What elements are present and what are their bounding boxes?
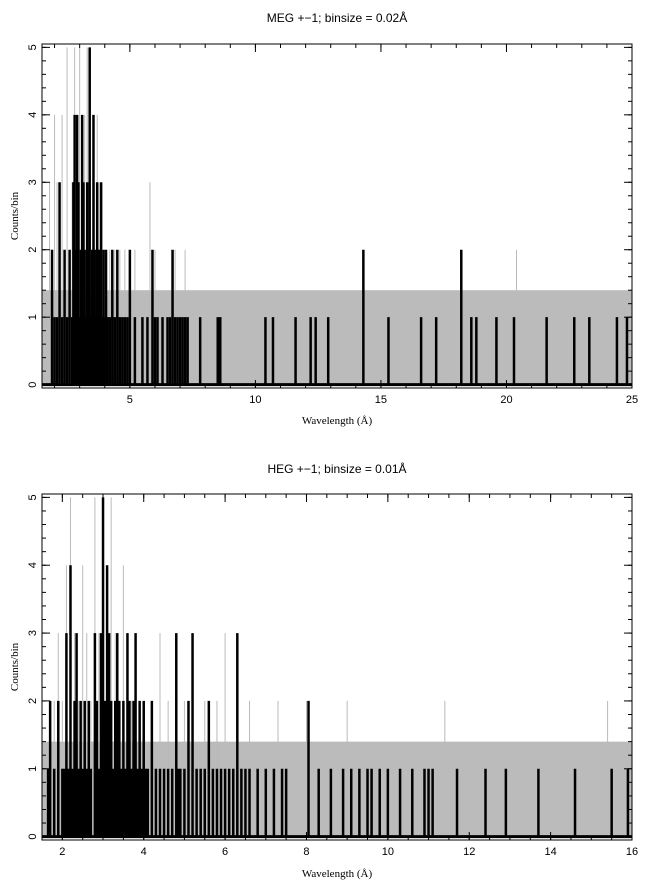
error-band xyxy=(42,290,632,385)
x-tick-label: 8 xyxy=(303,846,309,858)
y-tick-label: 1 xyxy=(27,314,39,320)
chart-panel-1: 5 10 15 20 25 0 1 2 3 4 5 MEG +−1; binsize = 0.02Å W… xyxy=(9,10,638,427)
y-tick-label: 3 xyxy=(27,630,39,636)
y-tick-label: 0 xyxy=(27,382,39,388)
x-tick-label: 15 xyxy=(375,394,387,406)
y-axis-label: Counts/bin xyxy=(9,191,21,240)
x-axis-label: Wavelength (Å) xyxy=(302,868,373,880)
x-tick-label: 16 xyxy=(626,846,638,858)
y-tick-label: 5 xyxy=(27,44,39,50)
x-tick-label: 10 xyxy=(382,846,394,858)
y-tick-label: 4 xyxy=(27,562,39,568)
y-tick-label: 5 xyxy=(27,494,39,500)
plot-frame xyxy=(41,493,633,841)
plot-frame xyxy=(41,43,633,389)
y-tick-label: 1 xyxy=(27,766,39,772)
x-tick-label: 25 xyxy=(626,394,638,406)
x-tick-label: 2 xyxy=(59,846,65,858)
chart-title: MEG +−1; binsize = 0.02Å xyxy=(267,10,407,25)
y-axis-label: Counts/bin xyxy=(9,642,21,691)
x-tick-label: 20 xyxy=(500,394,512,406)
y-tick-label: 0 xyxy=(27,834,39,840)
y-tick-label: 4 xyxy=(27,112,39,118)
x-axis-label: Wavelength (Å) xyxy=(302,415,373,427)
x-tick-label: 14 xyxy=(544,846,556,858)
y-tick-label: 2 xyxy=(27,247,39,253)
x-tick-label: 10 xyxy=(249,394,261,406)
x-tick-label: 5 xyxy=(127,394,133,406)
x-tick-label: 6 xyxy=(222,846,228,858)
y-tick-label: 3 xyxy=(27,179,39,185)
chart-title: HEG +−1; binsize = 0.01Å xyxy=(267,461,406,476)
y-tick-label: 2 xyxy=(27,698,39,704)
x-tick-label: 12 xyxy=(463,846,475,858)
x-tick-label: 4 xyxy=(141,846,147,858)
